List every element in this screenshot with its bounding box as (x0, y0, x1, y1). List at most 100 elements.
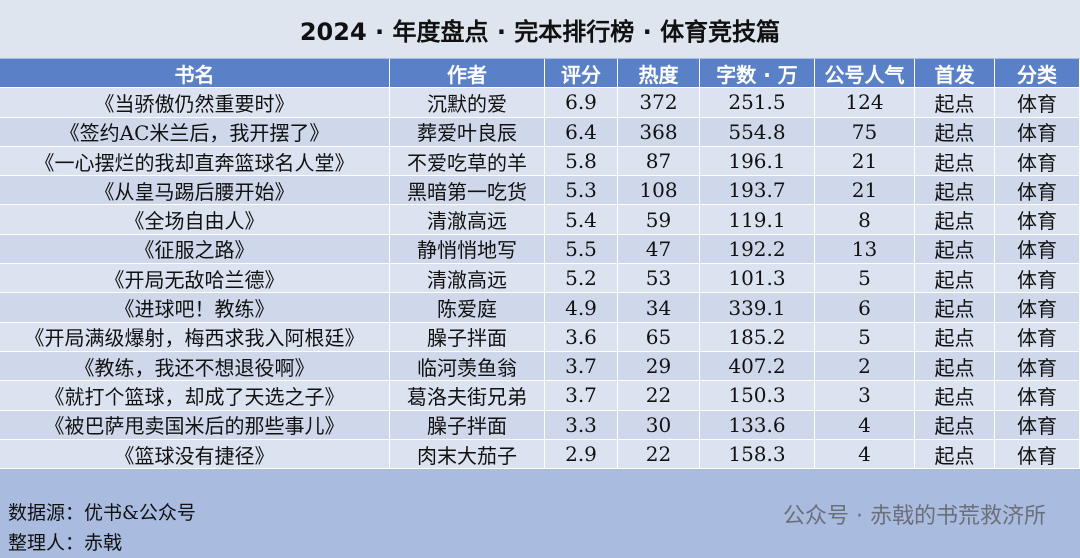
table-cell: 13 (815, 234, 915, 265)
table-cell: 起点 (915, 351, 995, 382)
table-cell: 起点 (915, 88, 995, 118)
table-cell: 34 (618, 293, 700, 323)
column-header: 热度 (618, 59, 700, 89)
table-cell: 407.2 (700, 351, 815, 382)
table-cell: 临河羡鱼翁 (390, 351, 545, 382)
table-row: 《篮球没有捷径》 肉末大茄子 2.9 22 158.3 4 起点 体育 (0, 439, 1080, 470)
table-cell: 124 (815, 88, 915, 118)
table-cell: 21 (815, 176, 915, 206)
table-cell: 2 (815, 351, 915, 382)
table-cell: 体育 (995, 146, 1080, 177)
table-cell: 101.3 (700, 264, 815, 294)
table-cell: 192.2 (700, 234, 815, 265)
table-cell: 87 (618, 146, 700, 177)
table-cell: 6 (815, 293, 915, 323)
table-cell: 起点 (915, 205, 995, 235)
column-header: 评分 (545, 59, 618, 89)
table-cell: 沉默的爱 (390, 88, 545, 118)
table-cell: 体育 (995, 351, 1080, 382)
table-cell: 起点 (915, 293, 995, 323)
title: 2024 · 年度盘点 · 完本排行榜 · 体育竞技篇 (0, 0, 1080, 58)
table-row: 《开局满级爆射，梅西求我入阿根廷》 臊子拌面 3.6 65 185.2 5 起点 体育 (0, 322, 1080, 352)
table-row: 《就打个篮球，却成了天选之子》 葛洛夫街兄弟 3.7 22 150.3 3 起点 体育 (0, 381, 1080, 411)
table-cell: 30 (618, 410, 700, 440)
table-cell: 《开局满级爆射，梅西求我入阿根廷》 (0, 322, 390, 352)
table-cell: 251.5 (700, 88, 815, 118)
table-cell: 《当骄傲仍然重要时》 (0, 88, 390, 118)
column-header: 公号人气 (815, 59, 915, 89)
table-cell: 53 (618, 264, 700, 294)
table-cell: 肉末大茄子 (390, 439, 545, 470)
table-cell: 起点 (915, 322, 995, 352)
table-cell: 158.3 (700, 439, 815, 470)
table-cell: 4.9 (545, 293, 618, 323)
table-cell: 体育 (995, 117, 1080, 147)
table-cell: 《签约AC米兰后，我开摆了》 (0, 117, 390, 147)
table-cell: 2.9 (545, 439, 618, 470)
table-cell: 体育 (995, 322, 1080, 352)
table-cell: 5.4 (545, 205, 618, 235)
table-cell: 3.7 (545, 351, 618, 382)
table-cell: 陈爱庭 (390, 293, 545, 323)
table-cell: 起点 (915, 439, 995, 470)
table-cell: 葬爱叶良辰 (390, 117, 545, 147)
column-header: 字数 · 万 (700, 59, 815, 89)
table-cell: 《全场自由人》 (0, 205, 390, 235)
table-cell: 起点 (915, 146, 995, 177)
table-cell: 《进球吧！教练》 (0, 293, 390, 323)
table-cell: 《被巴萨甩卖国米后的那些事儿》 (0, 410, 390, 440)
table-row: 《征服之路》 静悄悄地写 5.5 47 192.2 13 起点 体育 (0, 234, 1080, 265)
table-cell: 193.7 (700, 176, 815, 206)
table-cell: 起点 (915, 117, 995, 147)
table-cell: 清澈高远 (390, 205, 545, 235)
table-cell: 368 (618, 117, 700, 147)
table-cell: 体育 (995, 264, 1080, 294)
table-cell: 185.2 (700, 322, 815, 352)
table-cell: 体育 (995, 88, 1080, 118)
table-cell: 8 (815, 205, 915, 235)
table-cell: 4 (815, 439, 915, 470)
table-cell: 起点 (915, 234, 995, 265)
table-cell: 29 (618, 351, 700, 382)
table-cell: 体育 (995, 205, 1080, 235)
table-cell: 108 (618, 176, 700, 206)
table-cell: 起点 (915, 264, 995, 294)
table-row: 《进球吧！教练》 陈爱庭 4.9 34 339.1 6 起点 体育 (0, 293, 1080, 323)
table-cell: 葛洛夫街兄弟 (390, 381, 545, 411)
table-row: 《签约AC米兰后，我开摆了》 葬爱叶良辰 6.4 368 554.8 75 起点 体育 (0, 117, 1080, 147)
table-cell: 4 (815, 410, 915, 440)
table-cell: 339.1 (700, 293, 815, 323)
table-cell: 体育 (995, 381, 1080, 411)
column-header: 书名 (0, 59, 390, 89)
table-cell: 3 (815, 381, 915, 411)
table-cell: 起点 (915, 381, 995, 411)
table-cell: 5.8 (545, 146, 618, 177)
table-cell: 不爱吃草的羊 (390, 146, 545, 177)
table-cell: 《从皇马踢后腰开始》 (0, 176, 390, 206)
table-cell: 75 (815, 117, 915, 147)
table-cell: 臊子拌面 (390, 322, 545, 352)
table-cell: 196.1 (700, 146, 815, 177)
table-cell: 《教练，我还不想退役啊》 (0, 351, 390, 382)
table-cell: 22 (618, 439, 700, 470)
table-cell: 臊子拌面 (390, 410, 545, 440)
table-cell: 47 (618, 234, 700, 265)
table-cell: 体育 (995, 234, 1080, 265)
table-cell: 静悄悄地写 (390, 234, 545, 265)
table-cell: 5 (815, 264, 915, 294)
table-cell: 体育 (995, 439, 1080, 470)
table-cell: 体育 (995, 176, 1080, 206)
table-cell: 22 (618, 381, 700, 411)
table-cell: 119.1 (700, 205, 815, 235)
header-row: 书名 作者 评分 热度 字数 · 万公号人气 首发 分类 (0, 59, 1080, 89)
table-cell: 《篮球没有捷径》 (0, 439, 390, 470)
footer: 数据源：优书&公众号 整理人：赤戟 (8, 498, 196, 558)
table-cell: 6.4 (545, 117, 618, 147)
table-cell: 《一心摆烂的我却直奔篮球名人堂》 (0, 146, 390, 177)
column-header: 分类 (995, 59, 1080, 89)
table-cell: 5 (815, 322, 915, 352)
table-cell: 59 (618, 205, 700, 235)
source: 数据源：优书&公众号 (8, 502, 196, 524)
table-cell: 3.6 (545, 322, 618, 352)
table-cell: 3.7 (545, 381, 618, 411)
